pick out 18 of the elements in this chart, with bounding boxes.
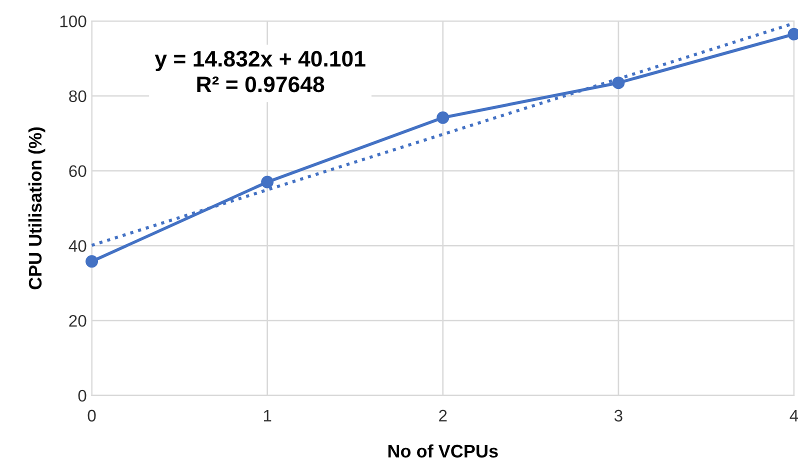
x-tick-label: 0 [88, 410, 96, 422]
point [612, 76, 625, 90]
point [436, 111, 450, 124]
point [86, 255, 98, 268]
y-tick-label: 20 [69, 314, 86, 327]
x-tick-label: 4 [790, 410, 798, 422]
x-tick-label: 2 [439, 410, 447, 422]
y-tick-label: 60 [69, 165, 86, 178]
y-tick-label: 80 [69, 90, 86, 102]
x-tick-label: 1 [264, 410, 272, 422]
x-axis-title: No of VCPUs [388, 444, 498, 458]
x-tick-label: 3 [614, 410, 622, 422]
y-tick-label: 0 [78, 390, 86, 402]
y-tick-label: 40 [68, 240, 86, 252]
y-tick-label: 100 [60, 15, 86, 28]
y-axis-title: CPU Utilisation (%) [28, 127, 46, 290]
point [261, 176, 274, 188]
annotation: y = 14.832x + 40.101 R² = 0.97648 [154, 50, 366, 92]
